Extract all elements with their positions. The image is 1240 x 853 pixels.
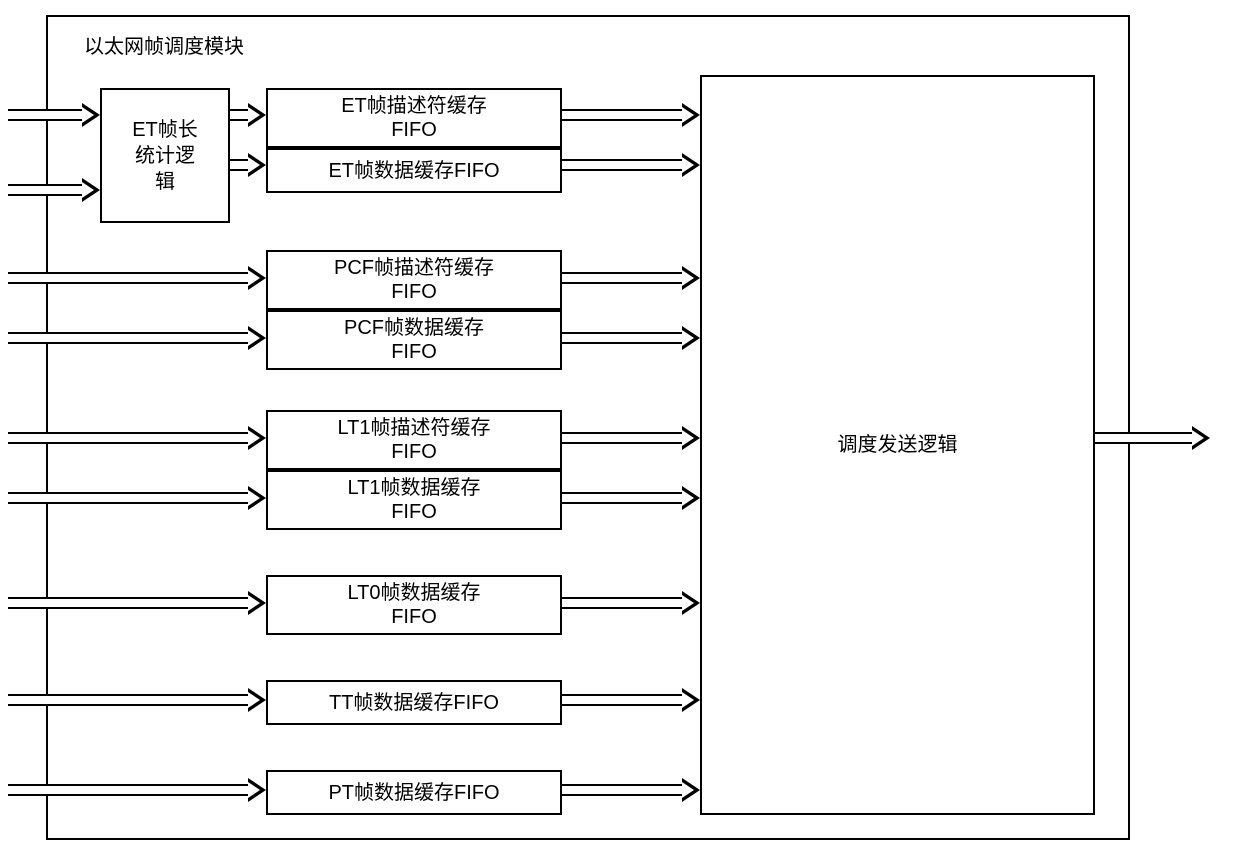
pcf-data-fifo: PCF帧数据缓存 FIFO xyxy=(266,310,562,370)
et-stat-block: ET帧长 统计逻 辑 xyxy=(100,88,230,223)
pcf-desc-fifo: PCF帧描述符缓存 FIFO xyxy=(266,250,562,310)
pt-data-fifo: PT帧数据缓存FIFO xyxy=(266,770,562,815)
pcf-fifo-divider xyxy=(266,308,562,312)
et-stat-label: ET帧长 统计逻 辑 xyxy=(132,117,198,195)
module-title: 以太网帧调度模块 xyxy=(84,30,244,59)
scheduler-label: 调度发送逻辑 xyxy=(838,432,958,458)
lt1-desc-fifo-label: LT1帧描述符缓存 FIFO xyxy=(338,416,491,464)
lt1-data-fifo: LT1帧数据缓存 FIFO xyxy=(266,470,562,530)
pt-data-fifo-label: PT帧数据缓存FIFO xyxy=(328,781,499,805)
et-data-fifo-label: ET帧数据缓存FIFO xyxy=(328,159,499,183)
lt1-data-fifo-label: LT1帧数据缓存 FIFO xyxy=(348,476,481,524)
lt1-fifo-divider xyxy=(266,468,562,472)
et-data-fifo: ET帧数据缓存FIFO xyxy=(266,148,562,193)
scheduler-block: 调度发送逻辑 xyxy=(700,75,1095,815)
tt-data-fifo: TT帧数据缓存FIFO xyxy=(266,680,562,725)
et-desc-fifo-label: ET帧描述符缓存 FIFO xyxy=(341,94,487,142)
pcf-data-fifo-label: PCF帧数据缓存 FIFO xyxy=(344,316,484,364)
pcf-desc-fifo-label: PCF帧描述符缓存 FIFO xyxy=(334,256,494,304)
et-desc-fifo: ET帧描述符缓存 FIFO xyxy=(266,88,562,148)
lt0-data-fifo: LT0帧数据缓存 FIFO xyxy=(266,575,562,635)
lt1-desc-fifo: LT1帧描述符缓存 FIFO xyxy=(266,410,562,470)
et-fifo-divider xyxy=(266,146,562,150)
tt-data-fifo-label: TT帧数据缓存FIFO xyxy=(329,691,499,715)
lt0-data-fifo-label: LT0帧数据缓存 FIFO xyxy=(348,581,481,629)
